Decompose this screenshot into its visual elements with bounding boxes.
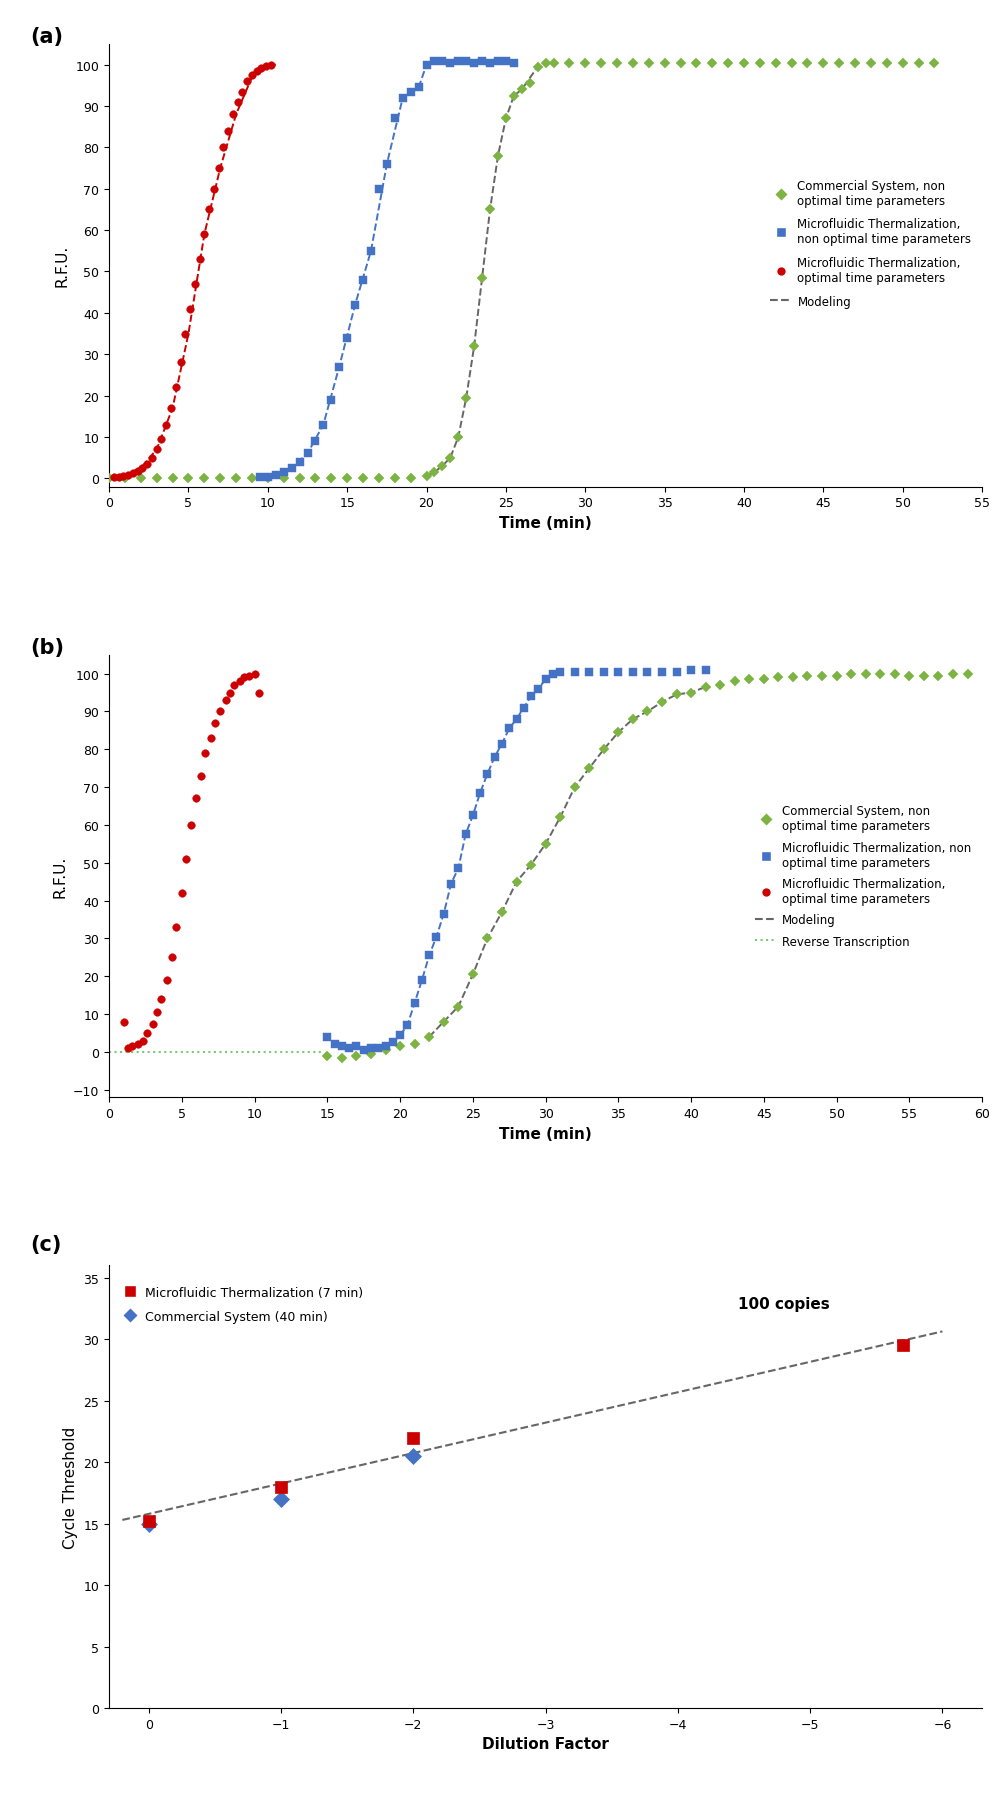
Y-axis label: R.F.U.: R.F.U. — [55, 245, 70, 288]
Text: (b): (b) — [31, 638, 64, 658]
Y-axis label: Cycle Threshold: Cycle Threshold — [62, 1426, 78, 1548]
X-axis label: Time (min): Time (min) — [499, 1126, 592, 1142]
X-axis label: Time (min): Time (min) — [499, 516, 592, 530]
Legend: Microfluidic Thermalization (7 min), Commercial System (40 min): Microfluidic Thermalization (7 min), Com… — [115, 1280, 368, 1329]
X-axis label: Dilution Factor: Dilution Factor — [482, 1737, 609, 1751]
Text: 100 copies: 100 copies — [738, 1296, 829, 1311]
Text: (c): (c) — [31, 1235, 62, 1255]
Legend: Commercial System, non
optimal time parameters, Microfluidic Thermalization, non: Commercial System, non optimal time para… — [750, 800, 976, 953]
Legend: Commercial System, non
optimal time parameters, Microfluidic Thermalization,
non: Commercial System, non optimal time para… — [766, 174, 976, 313]
Y-axis label: R.F.U.: R.F.U. — [53, 856, 67, 897]
Text: (a): (a) — [31, 27, 63, 47]
